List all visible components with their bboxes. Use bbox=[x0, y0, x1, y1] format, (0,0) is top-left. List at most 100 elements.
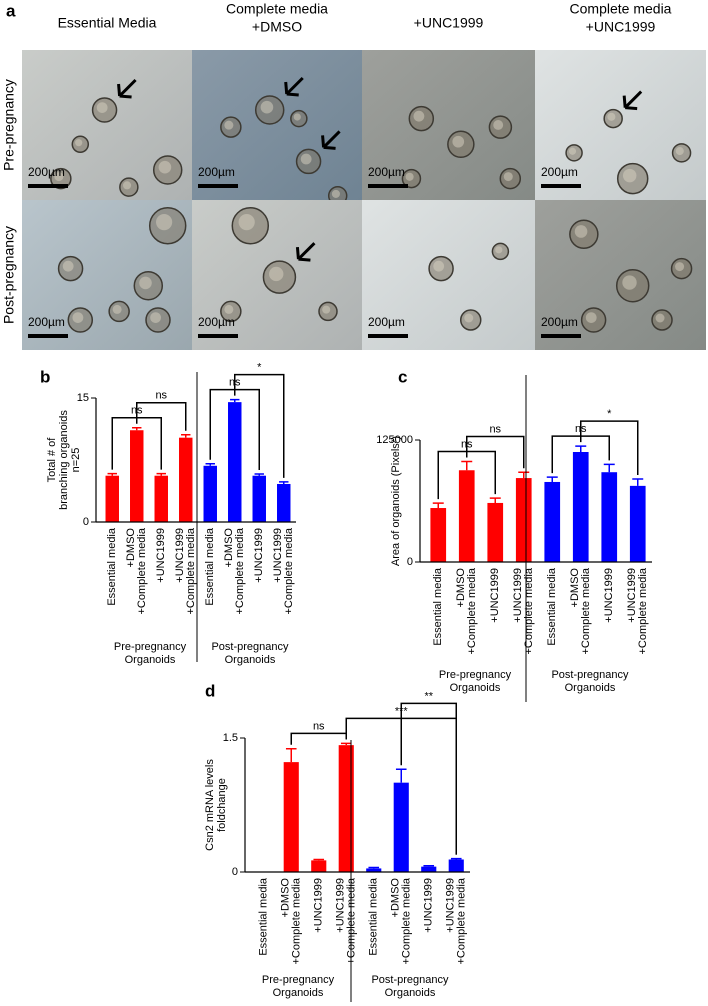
x-tick-label: +UNC1999 bbox=[335, 878, 347, 933]
organoid-core bbox=[452, 135, 465, 148]
y-tick-label: 125000 bbox=[376, 434, 413, 446]
scale-bar bbox=[541, 184, 581, 188]
y-tick-label: 15 bbox=[77, 392, 89, 404]
x-tick-label: Essential media bbox=[368, 877, 380, 956]
error-bar bbox=[279, 481, 289, 484]
organoid-core bbox=[585, 312, 597, 323]
error-bar bbox=[450, 857, 462, 860]
x-tick-label: +Complete media bbox=[136, 527, 148, 614]
error-bar bbox=[575, 445, 587, 453]
bar bbox=[629, 485, 646, 562]
organoid-core bbox=[607, 112, 616, 121]
significance-label: ns bbox=[489, 423, 501, 435]
scale-bar-label: 200µm bbox=[28, 165, 65, 179]
organoid-core bbox=[622, 168, 637, 183]
x-tick-label: +UNC1999 bbox=[272, 528, 284, 583]
x-tick-label: +UNC1999 bbox=[626, 568, 638, 623]
y-tick-label: 0 bbox=[232, 866, 238, 878]
significance-bracket bbox=[290, 732, 347, 745]
bar bbox=[544, 481, 561, 562]
x-tick-label: +UNC1999 bbox=[155, 528, 167, 583]
organoid-core bbox=[238, 214, 255, 231]
organoid-core bbox=[464, 313, 474, 323]
group-label: Organoids bbox=[225, 654, 276, 666]
group-label: Pre-pregnancy bbox=[439, 669, 512, 681]
organoid-core bbox=[62, 260, 74, 272]
organoid-core bbox=[675, 262, 685, 272]
bar bbox=[421, 866, 437, 872]
panel-letter: a bbox=[6, 1, 16, 20]
x-tick-label: +UNC1999 bbox=[174, 528, 186, 583]
organoid-core bbox=[269, 266, 284, 282]
x-tick-label: +Complete media bbox=[185, 527, 197, 614]
bar bbox=[393, 782, 409, 872]
group-label: Post-pregnancy bbox=[551, 669, 629, 681]
y-axis-label: branching organoids bbox=[58, 410, 70, 510]
x-tick-label: +UNC1999 bbox=[253, 528, 265, 583]
x-tick-label: Essential media bbox=[204, 527, 216, 606]
significance-label: ** bbox=[424, 690, 433, 702]
organoid-core bbox=[139, 276, 152, 290]
bar bbox=[487, 502, 504, 562]
x-tick-label: Essential media bbox=[546, 567, 558, 646]
error-bar bbox=[432, 502, 444, 509]
scale-bar-label: 200µm bbox=[198, 315, 235, 329]
scale-bar bbox=[28, 334, 68, 338]
organoid-core bbox=[224, 304, 234, 314]
bar bbox=[228, 402, 242, 522]
scale-bar-label: 200µm bbox=[368, 315, 405, 329]
scale-bar-label: 200µm bbox=[541, 165, 578, 179]
bar bbox=[430, 508, 447, 562]
bar bbox=[366, 868, 382, 872]
significance-bracket bbox=[466, 435, 525, 469]
significance-label: * bbox=[257, 362, 262, 374]
organoid-core bbox=[493, 119, 504, 130]
organoid-core bbox=[150, 312, 162, 323]
x-tick-label: +UNC1999 bbox=[489, 568, 501, 623]
x-tick-label: +Complete media bbox=[637, 567, 649, 654]
error-bar bbox=[107, 472, 117, 476]
bar bbox=[515, 478, 532, 562]
error-bar bbox=[285, 747, 297, 763]
x-tick-label: +DMSO bbox=[223, 528, 235, 568]
y-axis-label: foldchange bbox=[216, 778, 228, 832]
error-bar bbox=[461, 460, 473, 471]
x-tick-label: +Complete media bbox=[523, 567, 535, 654]
x-tick-label: +DMSO bbox=[569, 568, 581, 608]
arrow bbox=[322, 130, 341, 149]
arrow bbox=[118, 78, 137, 98]
significance-bracket bbox=[580, 420, 639, 476]
error-bar bbox=[205, 462, 215, 466]
x-tick-label: +Complete media bbox=[401, 877, 413, 964]
bar bbox=[572, 452, 589, 562]
error-bar bbox=[181, 434, 191, 438]
bar bbox=[203, 465, 217, 522]
column-heading: Essential Media bbox=[58, 15, 157, 31]
scale-bar bbox=[541, 334, 581, 338]
scale-bar bbox=[368, 184, 408, 188]
error-bar bbox=[603, 463, 615, 473]
arrow bbox=[285, 76, 304, 96]
y-axis-label: n=25 bbox=[70, 448, 82, 473]
x-tick-label: Essential media bbox=[106, 527, 118, 606]
arrow bbox=[624, 90, 643, 109]
bar bbox=[105, 475, 119, 522]
row-label: Post-pregnancy bbox=[1, 226, 17, 324]
organoid-core bbox=[300, 153, 312, 165]
bar bbox=[154, 475, 168, 522]
bar bbox=[277, 483, 291, 522]
organoid-core bbox=[260, 100, 274, 114]
arrow-head bbox=[295, 247, 311, 262]
error-bar bbox=[230, 398, 240, 403]
significance-label: * bbox=[607, 408, 612, 420]
organoid-core bbox=[156, 214, 173, 231]
scale-bar-label: 200µm bbox=[28, 315, 65, 329]
significance-bracket bbox=[400, 702, 457, 855]
group-label: Organoids bbox=[450, 682, 501, 694]
significance-label: ns bbox=[313, 720, 325, 732]
x-tick-label: +Complete media bbox=[456, 877, 468, 964]
y-axis-label: Total # of bbox=[46, 437, 58, 483]
organoid-core bbox=[224, 120, 234, 130]
column-heading: +DMSO bbox=[252, 19, 302, 35]
